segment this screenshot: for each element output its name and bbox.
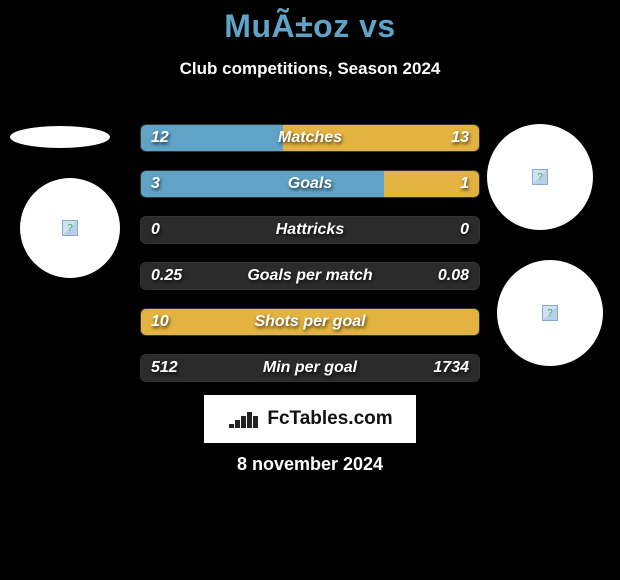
- image-placeholder-icon: ?: [542, 305, 558, 321]
- stat-label: Goals per match: [141, 263, 479, 289]
- image-placeholder-icon: ?: [532, 169, 548, 185]
- brand-text: FcTables.com: [267, 408, 392, 430]
- footer-date: 8 november 2024: [0, 454, 620, 475]
- player-avatar-left: ?: [20, 178, 120, 278]
- stat-label: Min per goal: [141, 355, 479, 381]
- stat-row: 31Goals: [140, 170, 480, 198]
- player-avatar-bottom-right: ?: [497, 260, 603, 366]
- stat-label: Matches: [141, 125, 479, 151]
- stat-label: Goals: [141, 171, 479, 197]
- stat-row: 10Shots per goal: [140, 308, 480, 336]
- page-title: MuÃ±oz vs: [0, 0, 620, 45]
- comparison-stats: 1213Matches 31Goals 00Hattricks 0.250.08Goa…: [140, 124, 480, 400]
- stat-row: 00Hattricks: [140, 216, 480, 244]
- stat-row: 5121734Min per goal: [140, 354, 480, 382]
- decor-ellipse-top-left: [10, 126, 110, 148]
- stat-row: 0.250.08Goals per match: [140, 262, 480, 290]
- stat-row: 1213Matches: [140, 124, 480, 152]
- stat-label: Shots per goal: [141, 309, 479, 335]
- page-subtitle: Club competitions, Season 2024: [0, 59, 620, 79]
- brand-watermark: FcTables.com: [204, 395, 416, 443]
- stat-label: Hattricks: [141, 217, 479, 243]
- bar-chart-icon: [227, 408, 261, 430]
- image-placeholder-icon: ?: [62, 220, 78, 236]
- player-avatar-top-right: ?: [487, 124, 593, 230]
